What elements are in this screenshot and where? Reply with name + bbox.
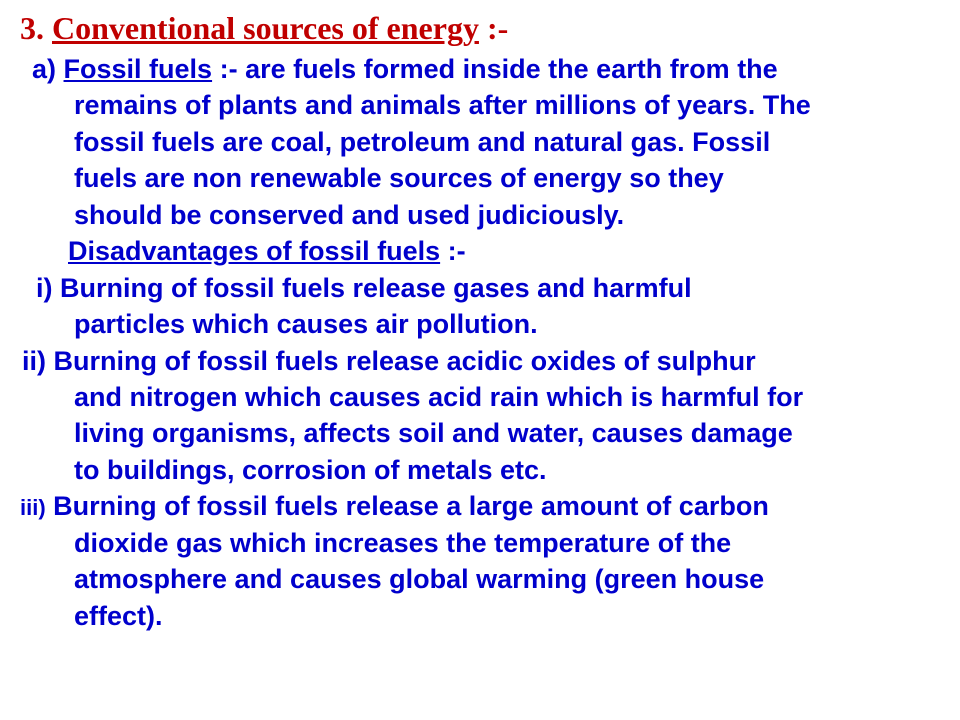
section-a-line1-tail: are fuels formed inside the earth from t… <box>245 54 778 84</box>
item-i-line2: particles which causes air pollution. <box>20 306 940 342</box>
section-heading: 3. Conventional sources of energy :- <box>20 10 940 47</box>
heading-number: 3. <box>20 10 44 46</box>
term-suffix: :- <box>212 54 245 84</box>
fossil-fuels-term: Fossil fuels <box>64 54 213 84</box>
item-ii-line2: and nitrogen which causes acid rain whic… <box>20 379 940 415</box>
item-ii-line1-tail: Burning of fossil fuels release acidic o… <box>46 346 756 376</box>
item-ii-line3: living organisms, affects soil and water… <box>20 415 940 451</box>
item-ii-label: ii) <box>22 346 46 376</box>
item-iii-line1-tail: Burning of fossil fuels release a large … <box>46 491 769 521</box>
item-iii-label: iii) <box>20 495 46 520</box>
heading-title: Conventional sources of energy <box>52 10 479 46</box>
section-a-line4: fuels are non renewable sources of energ… <box>20 160 940 196</box>
section-a-line2: remains of plants and animals after mill… <box>20 87 940 123</box>
disadvantages-suffix: :- <box>440 236 465 266</box>
item-i-line1-tail: Burning of fossil fuels release gases an… <box>53 273 692 303</box>
item-ii-line4: to buildings, corrosion of metals etc. <box>20 452 940 488</box>
item-iii-line4: effect). <box>20 598 940 634</box>
section-a-line5: should be conserved and used judiciously… <box>20 197 940 233</box>
disadvantages-heading: Disadvantages of fossil fuels :- <box>20 233 940 269</box>
section-a-label: a) <box>32 54 56 84</box>
disadvantages-title: Disadvantages of fossil fuels <box>68 236 440 266</box>
section-a-line3: fossil fuels are coal, petroleum and nat… <box>20 124 940 160</box>
item-iii-line1: iii) Burning of fossil fuels release a l… <box>20 488 940 524</box>
item-ii-line1: ii) Burning of fossil fuels release acid… <box>20 343 940 379</box>
item-i-label: i) <box>36 273 53 303</box>
heading-suffix: :- <box>479 10 508 46</box>
item-iii-line2: dioxide gas which increases the temperat… <box>20 525 940 561</box>
section-a-line1: a) Fossil fuels :- are fuels formed insi… <box>20 51 940 87</box>
item-iii-line3: atmosphere and causes global warming (gr… <box>20 561 940 597</box>
item-i-line1: i) Burning of fossil fuels release gases… <box>20 270 940 306</box>
